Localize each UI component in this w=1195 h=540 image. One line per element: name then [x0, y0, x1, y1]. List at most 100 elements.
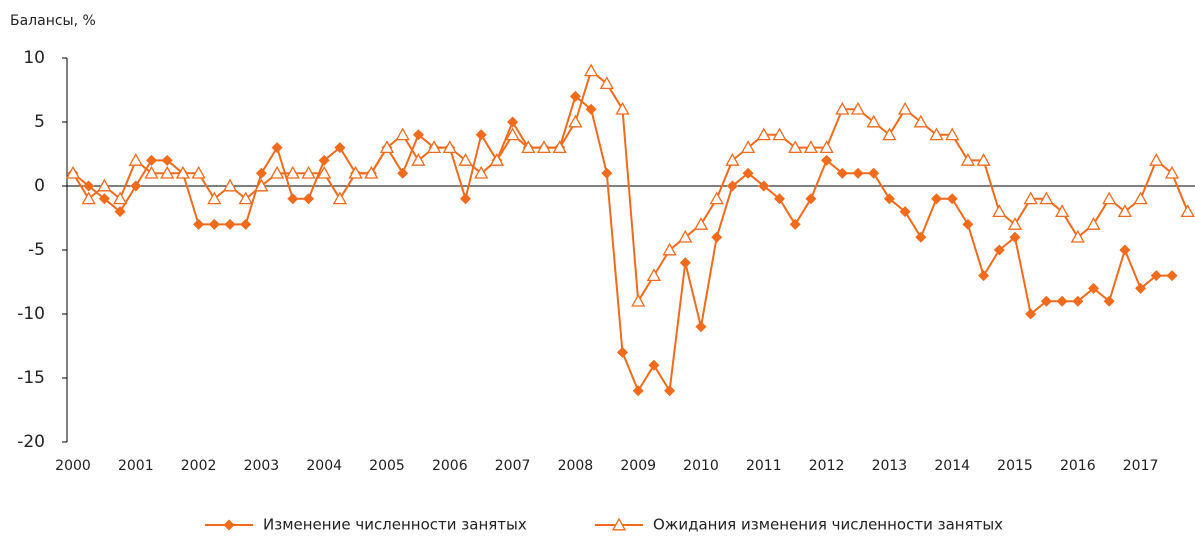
- triangle-marker: [191, 165, 206, 179]
- triangle-marker: [489, 153, 505, 166]
- triangle-marker: [662, 242, 677, 256]
- diamond-marker: [240, 218, 252, 230]
- diamond-marker: [978, 270, 990, 282]
- triangle-marker: [458, 153, 473, 166]
- triangle-marker: [693, 217, 709, 230]
- triangle-marker: [505, 127, 520, 141]
- y-axis-label: Балансы, %: [10, 13, 96, 29]
- triangle-marker: [379, 140, 395, 154]
- diamond-marker: [193, 218, 205, 230]
- triangle-marker: [819, 140, 834, 154]
- diamond-marker: [1009, 231, 1021, 243]
- diamond-marker: [789, 218, 801, 230]
- diamond-marker: [287, 193, 299, 205]
- diamond-marker: [1166, 270, 1178, 282]
- diamond-marker: [946, 193, 958, 205]
- diamond-marker: [114, 206, 126, 218]
- x-tick-label: 2013: [872, 458, 908, 474]
- triangle-marker: [1117, 204, 1133, 218]
- triangle-marker: [160, 165, 175, 179]
- triangle-marker: [772, 127, 787, 141]
- triangle-marker: [945, 127, 960, 141]
- diamond-marker: [726, 180, 738, 192]
- diamond-marker: [1056, 295, 1068, 307]
- diamond-marker: [460, 193, 471, 205]
- triangle-marker: [1164, 165, 1180, 179]
- diamond-marker: [303, 193, 314, 205]
- triangle-marker: [631, 293, 646, 307]
- x-tick-label: 2008: [558, 458, 594, 474]
- diamond-marker: [648, 359, 660, 371]
- diamond-marker: [1088, 282, 1099, 294]
- triangle-marker: [144, 165, 159, 179]
- triangle-marker: [1180, 204, 1195, 218]
- triangle-marker: [1054, 204, 1070, 218]
- x-tick-label: 2015: [997, 458, 1033, 474]
- diamond-marker: [412, 129, 424, 141]
- diamond-marker: [632, 385, 644, 397]
- diamond-marker: [805, 193, 817, 205]
- triangle-marker: [913, 114, 928, 128]
- triangle-marker: [1070, 229, 1085, 243]
- diamond-marker: [852, 167, 864, 179]
- triangle-marker: [756, 127, 771, 141]
- diamond-marker: [742, 167, 754, 179]
- y-tick-label: -15: [17, 368, 45, 388]
- x-tick-label: 2017: [1123, 458, 1159, 474]
- x-tick-label: 2001: [118, 458, 154, 474]
- triangle-marker: [81, 191, 96, 205]
- triangle-marker: [882, 127, 897, 141]
- diamond-marker: [585, 103, 597, 115]
- diamond-marker: [1135, 282, 1147, 294]
- diamond-marker: [617, 346, 628, 358]
- diamond-marker: [962, 218, 974, 230]
- diamond-marker: [915, 231, 927, 243]
- triangle-marker: [929, 127, 944, 141]
- diamond-marker: [883, 193, 895, 205]
- triangle-marker: [285, 165, 300, 179]
- triangle-marker: [411, 153, 426, 166]
- diamond-marker: [83, 180, 95, 192]
- triangle-marker: [1133, 191, 1148, 205]
- diamond-marker: [1072, 295, 1084, 307]
- x-tick-label: 2003: [244, 458, 280, 474]
- triangle-marker: [112, 191, 128, 205]
- diamond-marker: [899, 206, 911, 218]
- diamond-marker: [758, 180, 770, 192]
- legend-marker: [223, 519, 235, 531]
- triangle-marker: [678, 229, 693, 243]
- diamond-marker: [931, 193, 942, 205]
- triangle-marker: [395, 127, 410, 141]
- triangle-marker: [897, 101, 913, 115]
- triangle-marker: [976, 153, 991, 166]
- triangle-marker: [992, 204, 1007, 218]
- diamond-marker: [695, 321, 707, 333]
- triangle-marker: [238, 191, 253, 205]
- triangle-marker: [552, 140, 567, 154]
- triangle-marker: [803, 140, 819, 154]
- diamond-marker: [130, 180, 142, 192]
- series-line: [72, 94, 1172, 394]
- diamond-marker: [821, 154, 833, 166]
- triangle-marker: [1039, 191, 1054, 205]
- triangle-marker: [364, 165, 379, 179]
- triangle-marker: [254, 178, 269, 192]
- triangle-marker: [1023, 191, 1038, 205]
- diamond-marker: [318, 154, 330, 166]
- triangle-marker: [442, 140, 457, 154]
- triangle-marker: [1007, 217, 1023, 230]
- diamond-marker: [146, 154, 157, 166]
- y-tick-label: -20: [17, 432, 45, 452]
- diamond-marker: [1025, 308, 1037, 320]
- x-tick-label: 2000: [55, 458, 91, 474]
- triangle-marker: [521, 140, 536, 154]
- x-tick-label: 2010: [683, 458, 719, 474]
- diamond-marker: [1103, 295, 1115, 307]
- y-tick-label: 10: [23, 48, 45, 68]
- x-tick-label: 2006: [432, 458, 468, 474]
- triangle-marker: [599, 76, 614, 90]
- triangle-marker: [835, 101, 850, 115]
- diamond-marker: [334, 142, 346, 154]
- triangle-marker: [709, 191, 724, 205]
